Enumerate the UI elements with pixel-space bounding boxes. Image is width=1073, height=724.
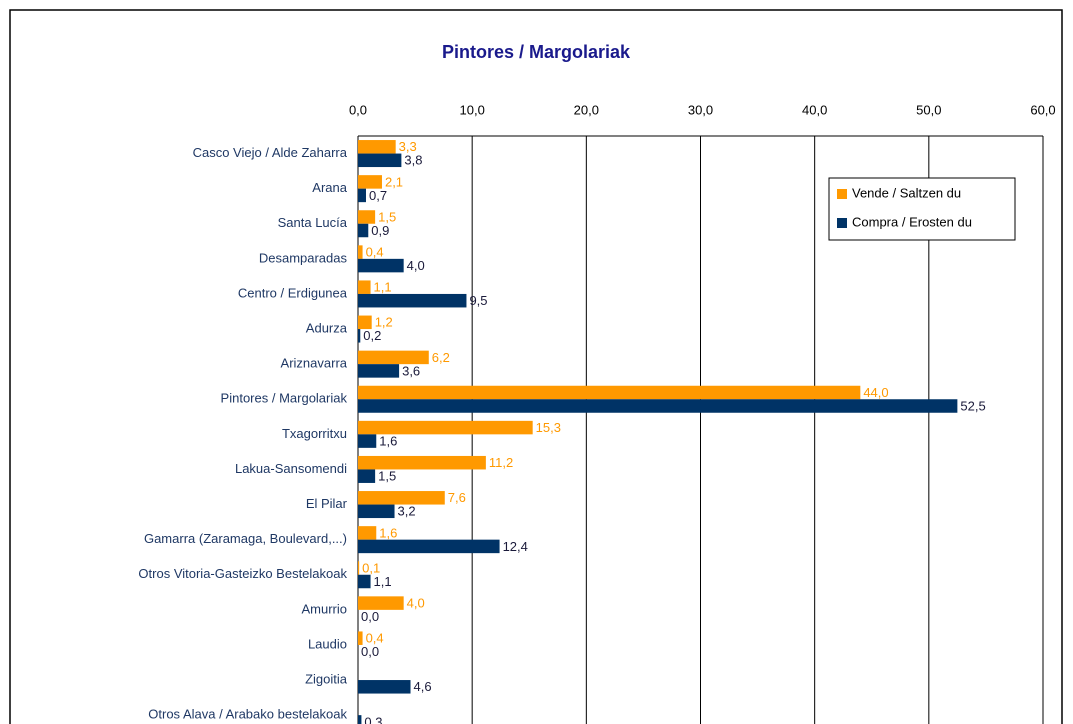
x-tick-label: 20,0 xyxy=(574,102,599,117)
data-label: 1,6 xyxy=(379,434,397,449)
y-tick-label: Laudio xyxy=(308,636,347,651)
bar xyxy=(358,385,861,400)
data-label: 44,0 xyxy=(863,385,888,400)
legend-box xyxy=(828,177,1016,241)
y-tick-label: Desamparadas xyxy=(259,250,348,265)
y-tick-label: Otros Alava / Arabako bestelakoak xyxy=(148,707,347,722)
data-label: 1,2 xyxy=(375,315,393,330)
chart-frame xyxy=(9,9,1063,724)
bar xyxy=(358,539,500,554)
x-tick-label: 10,0 xyxy=(460,102,485,117)
y-tick-label: Lakua-Sansomendi xyxy=(235,461,347,476)
data-label: 0,0 xyxy=(361,644,379,659)
data-label: 11,2 xyxy=(489,455,513,470)
x-tick-label: 60,0 xyxy=(1030,102,1055,117)
data-label: 9,5 xyxy=(469,293,487,308)
y-tick-label: Otros Vitoria-Gasteizko Bestelakoak xyxy=(138,566,347,581)
bar xyxy=(358,434,377,448)
data-label: 7,6 xyxy=(448,490,466,505)
bar xyxy=(358,245,363,259)
bar xyxy=(358,258,404,273)
y-tick-label: Ariznavarra xyxy=(281,356,348,371)
bar xyxy=(358,399,958,413)
data-label: 3,8 xyxy=(404,153,422,168)
data-label: 0,1 xyxy=(362,560,380,575)
x-tick-label: 50,0 xyxy=(916,102,941,117)
data-label: 1,1 xyxy=(374,574,392,589)
y-tick-label: Amurrio xyxy=(301,601,347,616)
y-tick-label: Pintores / Margolariak xyxy=(221,391,348,406)
y-tick-label: Centro / Erdigunea xyxy=(238,285,348,300)
bar xyxy=(358,223,369,238)
bar xyxy=(358,364,400,378)
y-tick-label: Arana xyxy=(312,180,347,195)
bar xyxy=(358,350,429,365)
data-label: 0,4 xyxy=(366,245,384,260)
y-tick-label: Txagorritxu xyxy=(282,426,347,441)
data-label: 52,5 xyxy=(960,398,985,413)
bar xyxy=(358,491,445,505)
bar xyxy=(358,561,360,575)
bar xyxy=(358,469,376,483)
data-label: 6,2 xyxy=(432,350,450,365)
y-tick-label: Santa Lucía xyxy=(278,215,348,230)
x-tick-label: 30,0 xyxy=(688,102,713,117)
data-label: 4,0 xyxy=(407,596,425,611)
bar xyxy=(358,293,467,308)
bar xyxy=(358,175,382,189)
bar xyxy=(358,526,377,540)
y-tick-label: El Pilar xyxy=(306,496,348,511)
y-tick-label: Zigoitia xyxy=(305,671,348,686)
data-label: 0,7 xyxy=(369,188,387,203)
data-label: 0,3 xyxy=(364,714,382,724)
bar xyxy=(358,315,372,330)
bar xyxy=(358,680,411,694)
data-label: 4,0 xyxy=(407,258,425,273)
data-label: 1,1 xyxy=(374,280,392,295)
data-label: 1,6 xyxy=(379,525,397,540)
data-label: 4,6 xyxy=(414,679,432,694)
bar xyxy=(358,574,371,589)
bar xyxy=(358,280,371,294)
bar xyxy=(358,715,362,724)
bar xyxy=(358,596,404,610)
data-label: 1,5 xyxy=(378,469,396,484)
bar xyxy=(358,210,376,224)
y-tick-label: Adurza xyxy=(306,320,348,335)
chart-title: Pintores / Margolariak xyxy=(442,42,631,62)
data-label: 0,2 xyxy=(363,328,381,343)
bar xyxy=(358,153,402,168)
data-label: 0,0 xyxy=(361,609,379,624)
data-label: 3,2 xyxy=(398,504,416,519)
data-label: 15,3 xyxy=(536,420,561,435)
x-tick-label: 0,0 xyxy=(349,102,367,117)
legend-label: Compra / Erosten du xyxy=(852,214,972,229)
data-label: 3,3 xyxy=(399,139,417,154)
bar xyxy=(358,504,395,519)
legend-label: Vende / Saltzen du xyxy=(852,185,961,200)
legend-swatch xyxy=(837,218,847,228)
x-tick-label: 40,0 xyxy=(802,102,827,117)
legend-swatch xyxy=(837,189,847,199)
bar xyxy=(358,631,363,645)
data-label: 2,1 xyxy=(385,174,403,189)
y-tick-label: Casco Viejo / Alde Zaharra xyxy=(193,145,348,160)
data-label: 0,4 xyxy=(366,631,384,646)
bar xyxy=(358,188,366,203)
bar xyxy=(358,329,361,343)
data-label: 3,6 xyxy=(402,363,420,378)
data-label: 1,5 xyxy=(378,209,396,224)
y-tick-label: Gamarra (Zaramaga, Boulevard,...) xyxy=(144,531,347,546)
data-label: 0,9 xyxy=(371,223,389,238)
bar xyxy=(358,455,486,470)
bar xyxy=(358,420,533,435)
data-label: 12,4 xyxy=(503,539,528,554)
bar xyxy=(358,140,396,154)
